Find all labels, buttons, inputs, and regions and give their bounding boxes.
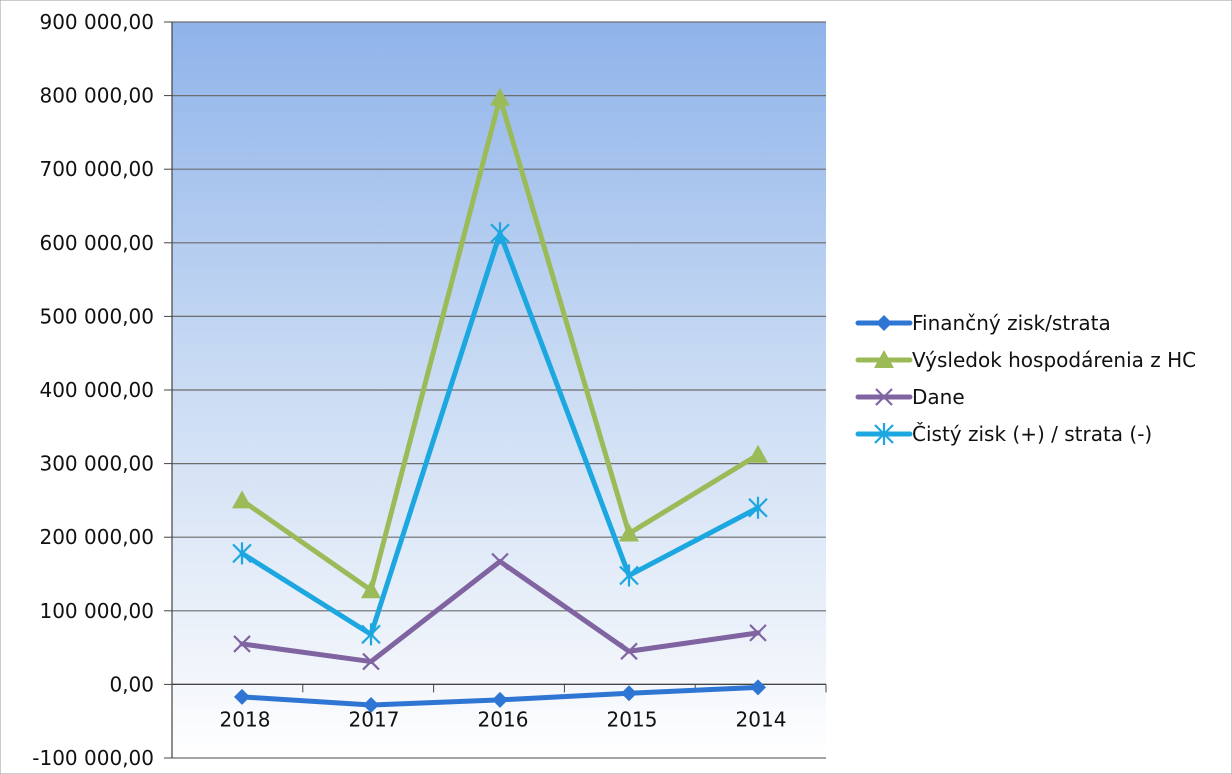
series-1-point (234, 688, 250, 705)
series-2-point (748, 444, 768, 463)
series-1-point (750, 679, 766, 696)
series-3-point (362, 652, 380, 671)
y-tick-label: 500 000,00 (39, 304, 154, 328)
y-tick-label: 800 000,00 (39, 84, 154, 108)
series-1-point (621, 685, 637, 702)
series-4-point (490, 222, 510, 245)
x-tick-label: 2016 (478, 707, 529, 731)
legend-item: Dane (855, 385, 965, 409)
series-4-point (619, 564, 639, 587)
series-3-point (749, 624, 767, 642)
series-2-point (619, 523, 639, 542)
y-tick-label: 900 000,00 (39, 10, 154, 34)
series-2-point (361, 580, 381, 599)
legend-marker (875, 388, 893, 406)
axes: 900 000,00 800 000,00 700 000,00 600 000,00… (32, 10, 827, 770)
y-tick-label: 300 000,00 (39, 452, 154, 476)
y-tick-label: 0,00 (109, 672, 154, 696)
legend-label: Dane (912, 385, 965, 409)
legend-item: Finančný zisk/strata (855, 311, 1111, 335)
legend-marker (876, 315, 892, 331)
x-tick-label: 2018 (220, 707, 271, 731)
series-2-point (490, 87, 510, 106)
series-3-point (491, 552, 509, 571)
legend-item: Čistý zisk (+) / strata (-) (855, 422, 1152, 446)
series-1-point (363, 697, 379, 714)
legend-marker (874, 350, 894, 368)
x-tick-label: 2015 (607, 707, 658, 731)
legend-item: Výsledok hospodárenia z HC (855, 348, 1196, 372)
series-lines (232, 87, 768, 714)
x-tick-label: 2014 (736, 707, 787, 731)
series-4-point (232, 542, 252, 565)
legend: Finančný zisk/strata Výsledok hospodáreni… (855, 311, 1196, 446)
y-tick-label: -100 000,00 (32, 746, 154, 770)
series-4-point (361, 623, 381, 646)
legend-label: Finančný zisk/strata (912, 311, 1111, 335)
y-tick-label: 200 000,00 (39, 525, 154, 549)
series-1-point (492, 691, 508, 708)
y-tick-label: 100 000,00 (39, 599, 154, 623)
series-3-point (233, 635, 251, 653)
legend-label: Čistý zisk (+) / strata (-) (912, 422, 1152, 446)
series-3-point (620, 642, 638, 661)
y-tick-label: 400 000,00 (39, 378, 154, 402)
x-tick-label: 2017 (349, 707, 400, 731)
y-tick-label: 600 000,00 (39, 231, 154, 255)
legend-label: Výsledok hospodárenia z HC (912, 348, 1196, 372)
legend-marker (874, 423, 894, 445)
series-2-point (232, 490, 252, 509)
y-tick-label: 700 000,00 (39, 157, 154, 181)
series-4-point (748, 496, 768, 519)
